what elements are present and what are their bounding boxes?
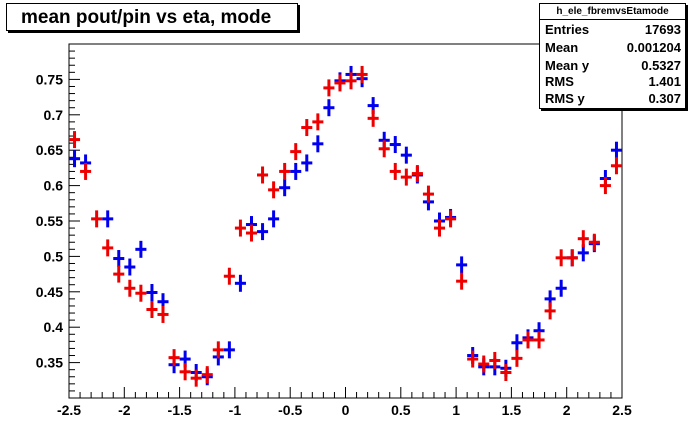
stats-box: h_ele_fbremvsEtamode Entries 17693 Mean … bbox=[539, 3, 686, 109]
x-tick-label: 1.5 bbox=[502, 402, 522, 418]
y-tick-label: 0.55 bbox=[36, 213, 63, 229]
stats-label: Mean bbox=[545, 40, 579, 55]
stats-row-rms-y: RMS y 0.307 bbox=[545, 90, 681, 108]
stats-label: Mean y bbox=[545, 58, 590, 73]
chart-title: mean pout/pin vs eta, mode bbox=[21, 7, 272, 28]
chart-title-box: mean pout/pin vs eta, mode bbox=[6, 3, 298, 31]
y-tick-label: 0.45 bbox=[36, 284, 63, 300]
stats-value: 1.401 bbox=[648, 74, 681, 89]
stats-row-mean-y: Mean y 0.5327 bbox=[545, 57, 681, 75]
x-tick-label: -1.5 bbox=[168, 402, 192, 418]
stats-label: Entries bbox=[545, 22, 590, 37]
x-tick-label: -0.5 bbox=[278, 402, 302, 418]
y-tick-label: 0.35 bbox=[36, 355, 63, 371]
x-tick-label: -2 bbox=[118, 402, 131, 418]
stats-label: RMS bbox=[545, 74, 574, 89]
stats-label: RMS y bbox=[545, 91, 585, 106]
x-tick-label: 1 bbox=[452, 402, 460, 418]
y-tick-label: 0.4 bbox=[44, 319, 64, 335]
x-tick-label: 0.5 bbox=[391, 402, 411, 418]
stats-value: 0.307 bbox=[648, 91, 681, 106]
y-tick-label: 0.6 bbox=[44, 178, 64, 194]
y-tick-label: 0.7 bbox=[44, 107, 64, 123]
stats-histogram-name: h_ele_fbremvsEtamode bbox=[540, 4, 685, 20]
stats-row-rms: RMS 1.401 bbox=[545, 73, 681, 91]
y-tick-label: 0.75 bbox=[36, 71, 63, 87]
stats-value: 17693 bbox=[644, 22, 681, 37]
stats-value: 0.001204 bbox=[626, 40, 681, 55]
stats-row-mean: Mean 0.001204 bbox=[545, 39, 681, 57]
stats-row-entries: Entries 17693 bbox=[545, 21, 681, 39]
x-tick-label: 2 bbox=[563, 402, 571, 418]
x-tick-label: -2.5 bbox=[57, 402, 81, 418]
y-tick-label: 0.5 bbox=[44, 248, 64, 264]
x-tick-label: -1 bbox=[229, 402, 242, 418]
x-tick-label: 0 bbox=[342, 402, 350, 418]
y-tick-label: 0.65 bbox=[36, 142, 63, 158]
x-tick-label: 2.5 bbox=[612, 402, 632, 418]
stats-value: 0.5327 bbox=[641, 58, 681, 73]
